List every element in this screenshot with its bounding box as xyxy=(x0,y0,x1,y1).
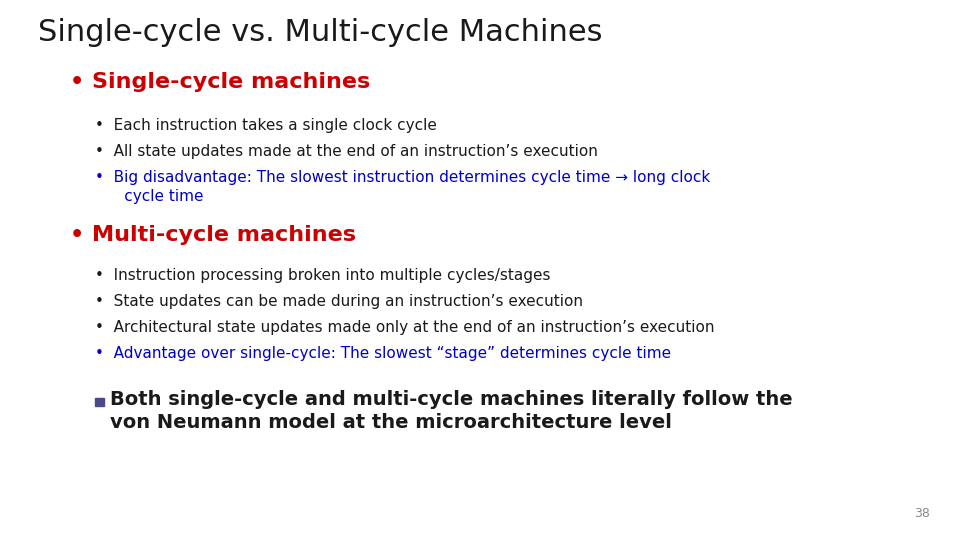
Text: •  Big disadvantage: The slowest instruction determines cycle time → long clock
: • Big disadvantage: The slowest instruct… xyxy=(95,170,710,204)
Text: •  State updates can be made during an instruction’s execution: • State updates can be made during an in… xyxy=(95,294,583,309)
Text: 38: 38 xyxy=(914,507,930,520)
Text: Single-cycle vs. Multi-cycle Machines: Single-cycle vs. Multi-cycle Machines xyxy=(38,18,603,47)
Text: •  Advantage over single-cycle: The slowest “stage” determines cycle time: • Advantage over single-cycle: The slowe… xyxy=(95,346,671,361)
Text: von Neumann model at the microarchitecture level: von Neumann model at the microarchitectu… xyxy=(110,413,672,432)
Text: •  Instruction processing broken into multiple cycles/stages: • Instruction processing broken into mul… xyxy=(95,268,550,283)
Text: •  All state updates made at the end of an instruction’s execution: • All state updates made at the end of a… xyxy=(95,144,598,159)
Text: • Multi-cycle machines: • Multi-cycle machines xyxy=(70,225,356,245)
Text: •  Architectural state updates made only at the end of an instruction’s executio: • Architectural state updates made only … xyxy=(95,320,714,335)
Text: • Single-cycle machines: • Single-cycle machines xyxy=(70,72,371,92)
FancyBboxPatch shape xyxy=(95,398,104,406)
Text: Both single-cycle and multi-cycle machines literally follow the: Both single-cycle and multi-cycle machin… xyxy=(110,390,793,409)
Text: •  Each instruction takes a single clock cycle: • Each instruction takes a single clock … xyxy=(95,118,437,133)
